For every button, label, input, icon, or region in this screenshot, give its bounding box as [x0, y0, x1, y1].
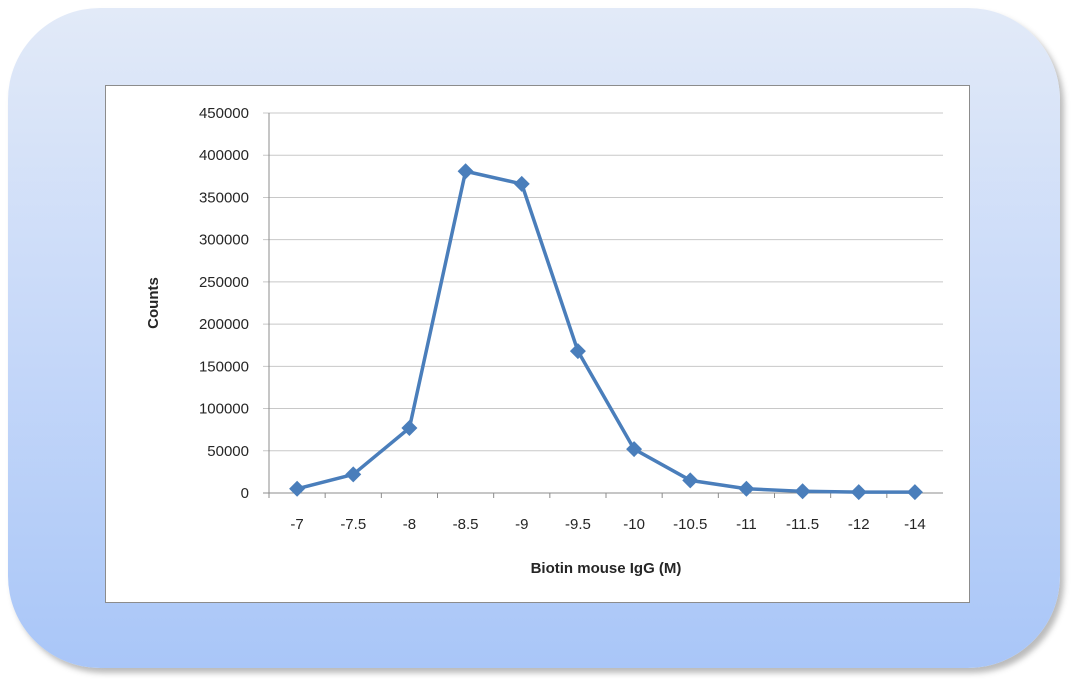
x-tick-label: -11 — [736, 516, 757, 533]
y-tick-label: 50000 — [207, 443, 249, 460]
y-tick-labels: 0 50000 100000 150000 200000 250000 300000 3500… — [199, 105, 249, 502]
y-tick-label: 0 — [241, 485, 249, 502]
data-point-marker — [906, 484, 923, 501]
x-tick-label: -10.5 — [673, 516, 707, 533]
x-tick-label: -7.5 — [340, 516, 366, 533]
data-point-marker — [513, 175, 530, 192]
data-point-marker — [738, 480, 755, 497]
y-tick-label: 250000 — [199, 274, 249, 291]
x-tick-label: -8.5 — [453, 516, 479, 533]
x-tick-label: -14 — [904, 516, 926, 533]
x-tick-label: -9.5 — [565, 516, 591, 533]
chart-area: 0 50000 100000 150000 200000 250000 300000 3500… — [105, 85, 970, 603]
x-tick-labels: -7 -7.5 -8 -8.5 -9 -9.5 -10 -10.5 -11 -11.5 -12 -14 — [290, 516, 925, 533]
data-point-marker — [626, 441, 643, 458]
y-tick-label: 400000 — [199, 147, 249, 164]
y-tick-label: 350000 — [199, 189, 249, 206]
x-tick-label: -11.5 — [786, 516, 819, 533]
line-chart: 0 50000 100000 150000 200000 250000 300000 3500… — [145, 105, 943, 577]
x-tick-label: -10 — [623, 516, 645, 533]
y-tick-label: 150000 — [199, 358, 249, 375]
y-tick-label: 100000 — [199, 401, 249, 418]
data-point-marker — [850, 484, 867, 501]
data-point-marker — [794, 483, 811, 500]
x-axis-title: Biotin mouse IgG (M) — [531, 560, 682, 577]
gridlines — [263, 112, 943, 498]
data-point-marker — [569, 343, 586, 360]
data-point-marker — [457, 163, 474, 180]
data-point-marker — [401, 419, 418, 436]
data-point-marker — [682, 472, 699, 489]
x-tick-label: -7 — [290, 516, 303, 533]
y-tick-label: 200000 — [199, 316, 249, 333]
series-line-path — [296, 169, 915, 494]
series-markers — [289, 163, 923, 501]
data-point-marker — [289, 480, 306, 497]
y-tick-label: 300000 — [199, 232, 249, 249]
series-line — [296, 169, 915, 494]
data-point-marker — [345, 466, 362, 483]
x-tick-label: -8 — [403, 516, 416, 533]
y-axis-title: Counts — [145, 277, 162, 329]
x-tick-label: -9 — [515, 516, 528, 533]
x-tick-label: -12 — [848, 516, 870, 533]
y-tick-label: 450000 — [199, 105, 249, 122]
